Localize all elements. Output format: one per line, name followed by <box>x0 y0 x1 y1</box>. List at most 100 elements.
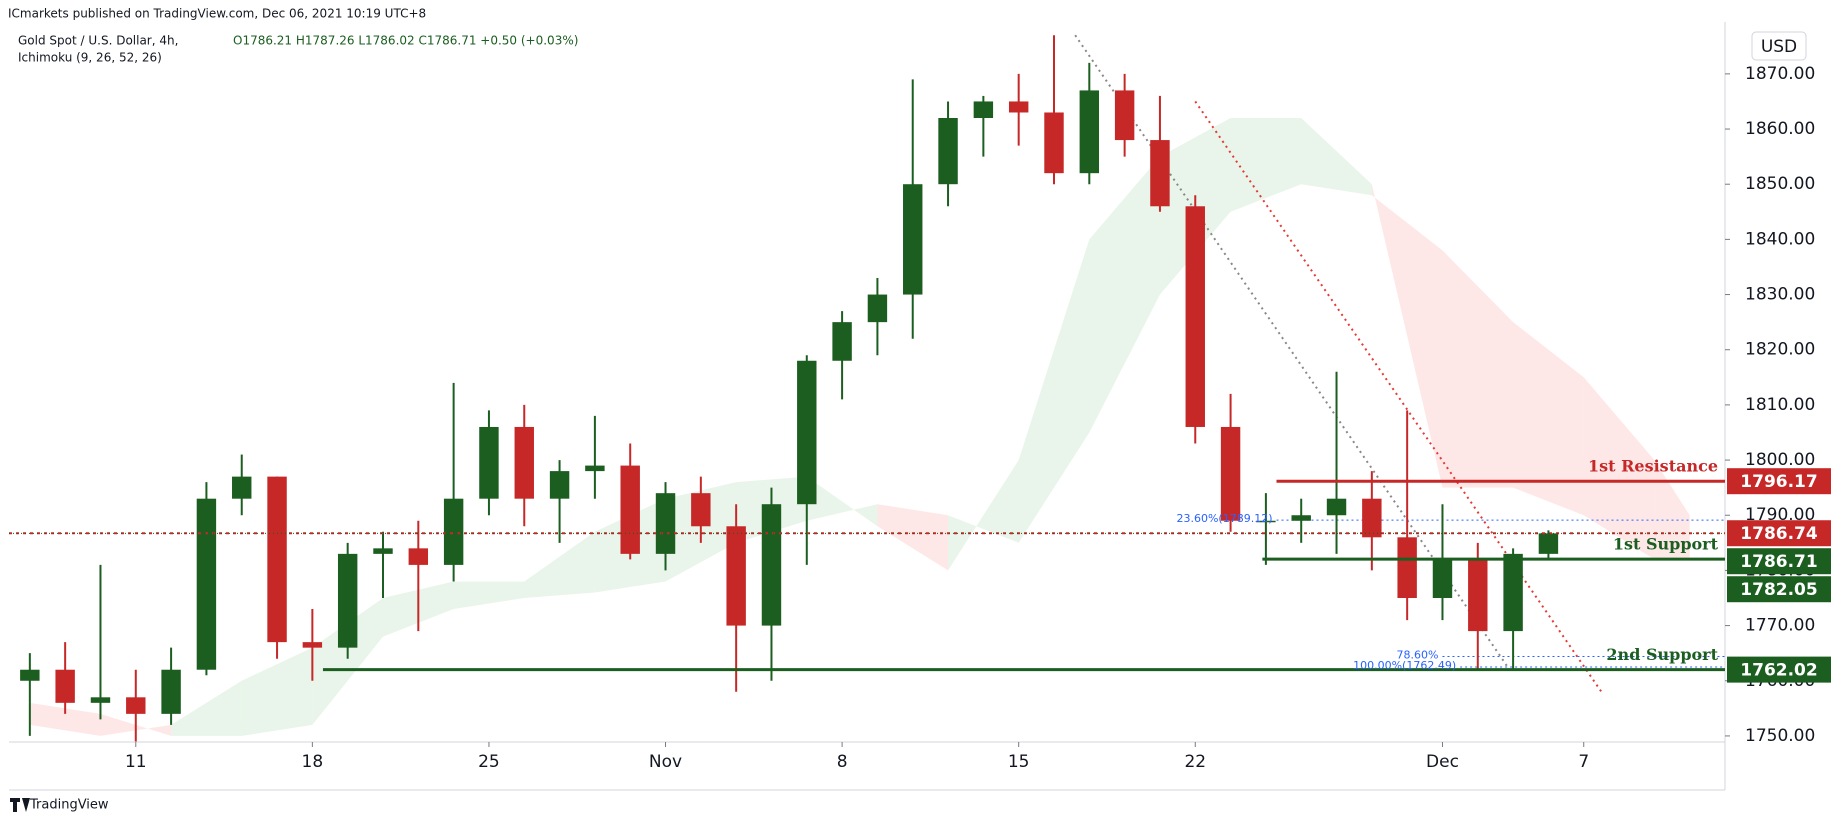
footer: TradingView <box>29 798 109 813</box>
cloud-segment <box>241 647 313 736</box>
cloud-segment <box>524 531 595 598</box>
candle-body <box>196 498 217 670</box>
y-tick-label: 1750.00 <box>1745 726 1815 746</box>
y-tick-label: 1820.00 <box>1745 340 1815 360</box>
candle-body <box>1256 520 1276 523</box>
currency-button[interactable] <box>1751 31 1807 61</box>
x-tick-label: 15 <box>1008 752 1030 772</box>
x-tick-label: 18 <box>302 752 324 772</box>
candle-body <box>655 493 676 554</box>
fib-label: 78.60% <box>1397 648 1439 661</box>
y-tick-label: 1860.00 <box>1745 119 1815 139</box>
cloud-segment <box>171 680 242 736</box>
candle-body <box>726 526 746 626</box>
cloud-segment <box>100 713 172 736</box>
candle-body <box>797 360 817 505</box>
candle-body <box>1008 101 1029 113</box>
cloud-segment <box>877 504 949 571</box>
y-tick-label: 1770.00 <box>1745 616 1815 636</box>
cloud-segment <box>1230 118 1302 212</box>
price-tag-label: 1782.05 <box>1740 580 1817 600</box>
candle-body <box>408 548 429 565</box>
candle-body <box>620 465 640 554</box>
logo <box>10 798 30 812</box>
price-tag <box>1727 468 1831 495</box>
candle-body <box>514 426 534 499</box>
candle-body <box>1079 90 1100 174</box>
candle-body <box>549 471 570 499</box>
cloud-segment <box>312 598 383 725</box>
published: ICmarkets published on TradingView.com, … <box>8 7 426 21</box>
x-tick-label: 25 <box>478 752 500 772</box>
y-tick-label: 1870.00 <box>1745 64 1815 84</box>
candle-body <box>479 426 499 499</box>
candle-body <box>232 476 252 499</box>
candle-body <box>1114 90 1135 141</box>
plot <box>9 34 1725 742</box>
trendline <box>1074 34 1511 671</box>
candle-body <box>443 498 464 565</box>
candle-body <box>691 493 711 527</box>
y-tick-label: 1800.00 <box>1745 450 1815 470</box>
cloud-segment <box>948 460 1019 571</box>
candle-body <box>126 697 146 714</box>
candle-body <box>1538 533 1559 554</box>
candle-body <box>1503 553 1523 632</box>
cloud-segment <box>806 476 878 527</box>
cloud-segment <box>1654 460 1690 560</box>
x-tick-label: 11 <box>125 752 147 772</box>
cloud-segment <box>1018 239 1090 543</box>
candle-body <box>761 504 782 626</box>
symbol: Gold Spot / U.S. Dollar, 4h, <box>18 34 178 48</box>
candle-body <box>903 184 923 295</box>
currency[interactable]: USD <box>1761 37 1797 57</box>
candle-body <box>161 669 181 714</box>
candle-body <box>1044 112 1064 174</box>
candle-body <box>55 669 75 703</box>
cloud-segment <box>453 581 525 610</box>
price-tag <box>1727 548 1831 575</box>
cloud-segment <box>29 702 101 736</box>
x-tick-label: 8 <box>837 752 848 772</box>
cloud-segment <box>1513 322 1584 516</box>
candle-body <box>973 101 994 118</box>
candle-body <box>1150 140 1170 207</box>
y-tick-label: 1830.00 <box>1745 285 1815 305</box>
candle-body <box>1468 559 1488 632</box>
fib-label: 100.00%(1762.49) <box>1353 659 1456 672</box>
candle-body <box>20 669 40 681</box>
candle-body <box>585 465 605 472</box>
cloud-segment <box>1371 184 1443 488</box>
ohlc: O1786.21 H1787.26 L1786.02 C1786.71 +0.5… <box>233 34 578 48</box>
candle-body <box>302 642 323 648</box>
level-label: 1st Resistance <box>1588 457 1718 476</box>
indicator: Ichimoku (9, 26, 52, 26) <box>18 51 162 65</box>
candle-body <box>90 697 111 703</box>
level-label: 1st Support <box>1613 535 1719 554</box>
price-tag-label: 1762.02 <box>1740 661 1817 681</box>
cloud-segment <box>1583 377 1655 560</box>
cloud-segment <box>1089 156 1160 433</box>
candle-body <box>337 553 358 648</box>
level-label: 2nd Support <box>1606 645 1718 664</box>
x-tick-label: 22 <box>1184 752 1206 772</box>
price-tag <box>1727 520 1831 547</box>
price-tag-label: 1796.17 <box>1740 472 1817 492</box>
cloud-segment <box>1301 118 1372 196</box>
candle-body <box>1397 537 1417 598</box>
price-tag-label: 1786.74 <box>1740 524 1818 544</box>
price-tag <box>1727 656 1831 683</box>
candle-body <box>1185 206 1205 427</box>
y-tick-label: 1810.00 <box>1745 395 1815 415</box>
candle-body <box>1362 498 1382 538</box>
y-tick-label: 1840.00 <box>1745 229 1815 249</box>
price-tag <box>1727 576 1831 603</box>
x-tick-label: 7 <box>1578 752 1589 772</box>
candle-body <box>1432 559 1453 598</box>
candle-body <box>1326 498 1347 516</box>
fib-label: 23.60%(1789.12) <box>1176 512 1272 525</box>
candle-body <box>832 322 852 361</box>
candle-body <box>373 548 393 554</box>
candle-body <box>867 294 888 323</box>
